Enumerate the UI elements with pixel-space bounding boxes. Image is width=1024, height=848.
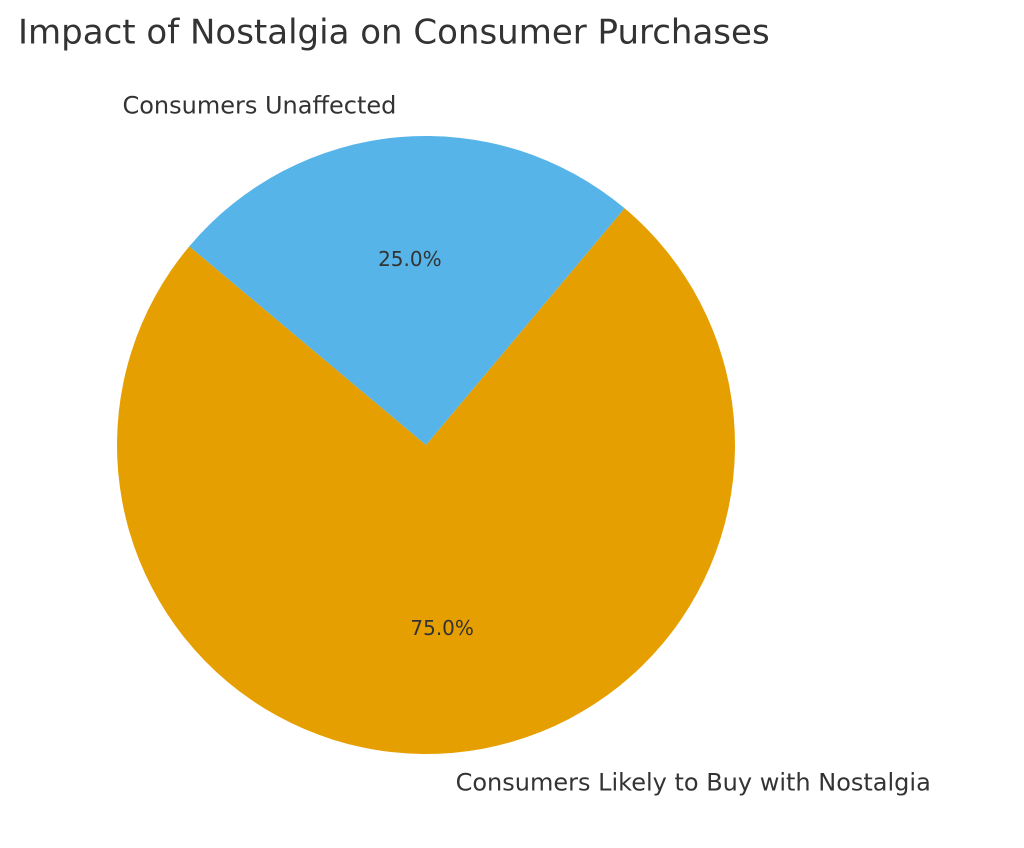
slice-label: Consumers Unaffected bbox=[122, 91, 396, 119]
value-label: 75.0% bbox=[410, 616, 474, 640]
pie-slice bbox=[117, 208, 736, 755]
chart-title: Impact of Nostalgia on Consumer Purchase… bbox=[18, 13, 770, 53]
pie-slice bbox=[189, 135, 625, 445]
slice-label: Consumers Likely to Buy with Nostalgia bbox=[456, 769, 931, 797]
value-label: 25.0% bbox=[378, 247, 442, 271]
